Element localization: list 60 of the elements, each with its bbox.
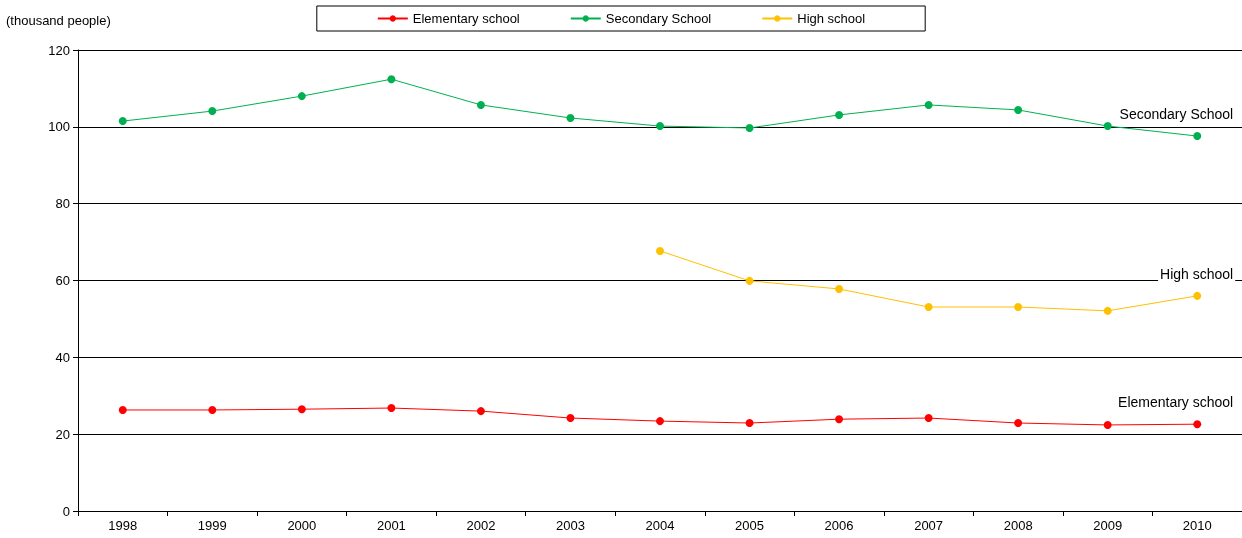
point	[1193, 291, 1202, 300]
x-tick-label: 2001	[376, 518, 406, 533]
point	[924, 303, 933, 312]
point	[1193, 420, 1202, 429]
point	[835, 415, 844, 424]
y-tick-label: 60	[55, 273, 70, 288]
point	[656, 122, 664, 131]
point	[297, 92, 306, 101]
point	[745, 276, 754, 285]
x-tick-label: 2007	[914, 518, 944, 533]
y-tick-label: 80	[55, 196, 70, 212]
point	[745, 123, 754, 132]
point	[656, 417, 664, 426]
x-tick-label: 2006	[824, 518, 854, 533]
x-tick-label: 1998	[108, 518, 138, 533]
x-tick-label: 2005	[735, 518, 764, 533]
y-tick-label: 0	[62, 503, 70, 519]
y-tick-label: 120	[48, 42, 70, 58]
text: High school	[1160, 265, 1234, 282]
point	[1103, 306, 1112, 315]
x-tick-label: 1999	[197, 518, 227, 533]
point	[1014, 105, 1023, 114]
point	[476, 407, 485, 416]
point	[297, 405, 306, 414]
legend-label: Secondary School	[605, 11, 712, 26]
point	[566, 414, 575, 423]
point	[656, 246, 664, 255]
text: Secondary School	[1119, 106, 1234, 123]
legend-label: High school	[797, 11, 866, 26]
point	[835, 110, 844, 119]
point	[1014, 419, 1023, 428]
y-tick-label: 100	[48, 119, 70, 135]
x-tick-label: 2010	[1182, 518, 1212, 533]
point	[1103, 122, 1112, 131]
x-tick-label: 2003	[556, 518, 585, 533]
x-tick-label: 2002	[466, 518, 496, 533]
x-tick-label: 2009	[1093, 518, 1123, 533]
point	[745, 419, 754, 428]
point	[118, 405, 127, 414]
y-tick-label: 20	[55, 426, 70, 442]
point	[387, 75, 396, 84]
point	[1014, 303, 1023, 312]
point	[476, 100, 485, 109]
point	[835, 284, 844, 293]
text: Elementary school	[1118, 394, 1234, 411]
point	[208, 107, 217, 116]
point	[566, 114, 575, 122]
y-axis-title: (thousand people)	[6, 13, 111, 28]
point	[387, 404, 396, 413]
x-tick-label: 2008	[1003, 518, 1033, 533]
point	[1103, 420, 1112, 429]
legend-label: Elementary school	[412, 11, 520, 26]
point	[118, 117, 127, 126]
point	[924, 414, 933, 423]
point	[924, 100, 933, 109]
point	[208, 405, 217, 414]
y-tick-label: 40	[55, 349, 70, 365]
x-tick-label: 2000	[287, 518, 317, 533]
point	[1193, 132, 1202, 141]
x-tick-label: 2004	[645, 518, 675, 533]
